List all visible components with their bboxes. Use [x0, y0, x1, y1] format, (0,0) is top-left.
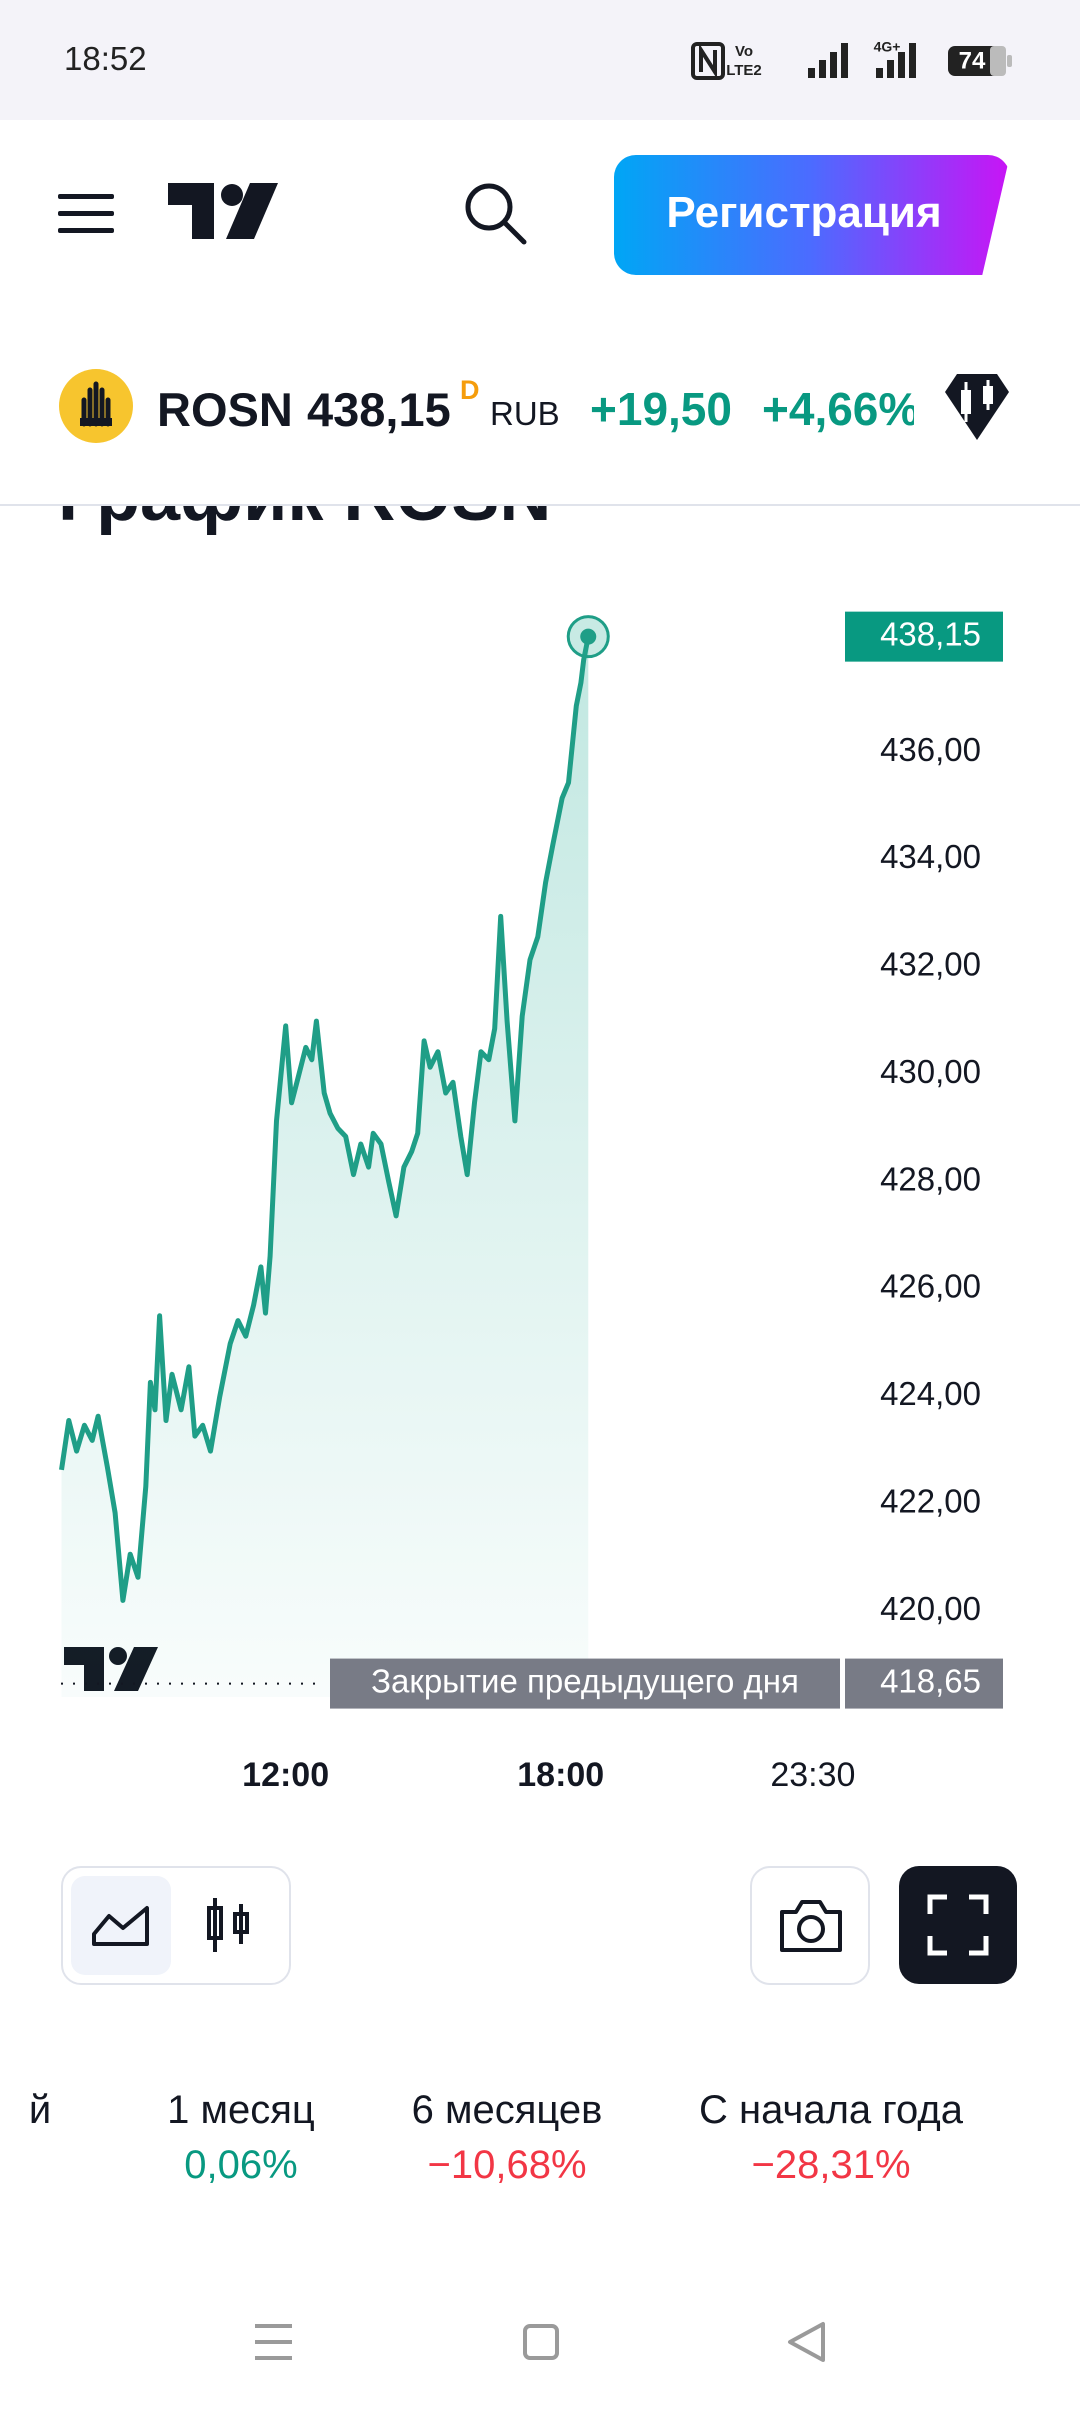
signal-bar	[819, 60, 826, 78]
last-price-tag	[845, 611, 1003, 662]
camera-icon	[780, 1900, 842, 1952]
y-tick-label: 428,00	[880, 1160, 981, 1197]
area-icon	[92, 1906, 149, 1946]
signal-bar	[887, 60, 894, 78]
network-label: 4G+	[874, 40, 901, 55]
period-label: 1 месяц	[167, 2088, 315, 2132]
battery	[990, 46, 1006, 76]
previous-close-label: 418,65	[880, 1662, 981, 1699]
rosn-logo	[59, 369, 133, 443]
ticker-bar: ROSN 438,15 D RUB +19,50 +4,66%	[0, 335, 1080, 506]
ticker-change-pct: +4,66%	[762, 383, 914, 435]
fullscreen-button[interactable]	[899, 1866, 1017, 1984]
ticker-change: +19,50	[590, 383, 732, 435]
price-chart: 420,00 422,00 424,00 426,00 428,00 430,00 432,…	[59, 611, 1003, 1794]
signal-bar	[876, 68, 883, 78]
tradingview-logo[interactable]	[168, 183, 280, 241]
y-tick-label: 420,00	[880, 1590, 981, 1627]
price-line	[59, 636, 591, 1603]
chart-type-badge[interactable]	[937, 370, 1017, 450]
signal-bar	[830, 52, 837, 78]
previous-close-caption: Закрытие предыдущего дня	[371, 1662, 799, 1699]
nav-menu[interactable]	[255, 2324, 292, 2360]
ticker-symbol: ROSN	[157, 383, 293, 436]
candle-style-button[interactable]	[203, 1896, 263, 1956]
area-style-button[interactable]	[71, 1876, 171, 1975]
signal-bar	[841, 43, 848, 78]
period-label: 6 месяцев	[411, 2088, 603, 2132]
x-tick-label: 12:00	[242, 1756, 329, 1794]
y-tick-label: 436,00	[880, 731, 981, 768]
snapshot-button[interactable]	[750, 1866, 870, 1985]
ticker-flag: D	[460, 375, 480, 405]
y-tick-label: 434,00	[880, 838, 981, 875]
ticker-currency: RUB	[490, 395, 560, 432]
nav-home[interactable]	[523, 2324, 559, 2360]
last-point	[580, 628, 597, 645]
period-change: 0,06%	[184, 2143, 298, 2187]
menu-button[interactable]	[58, 192, 118, 236]
signal-bar	[909, 43, 916, 78]
previous-close-caption-box	[330, 1658, 840, 1709]
status-bar: 18:52 Vo LTE2 4G+ 74	[0, 0, 1080, 120]
battery-level: 74	[959, 47, 986, 74]
register-label[interactable]: Регистрация	[666, 188, 942, 237]
status-time: 18:52	[64, 40, 147, 77]
period-change: −28,31%	[751, 2143, 911, 2187]
period-change: −10,68%	[427, 2143, 587, 2187]
y-tick-label: 422,00	[880, 1482, 981, 1519]
register-button[interactable]: Регистрация	[614, 155, 1010, 275]
y-tick-label: 426,00	[880, 1268, 981, 1305]
y-tick-label: 424,00	[880, 1375, 981, 1412]
chart-style-toggle	[61, 1866, 291, 1985]
nav-back[interactable]	[788, 2322, 825, 2362]
signal-bar	[898, 52, 905, 78]
nfc-icon	[699, 43, 717, 79]
battery-tip	[1007, 55, 1012, 67]
previous-close-tag	[845, 1658, 1003, 1709]
y-tick-label: 432,00	[880, 946, 981, 983]
search-button[interactable]	[462, 180, 530, 248]
top-header: Регистрация	[0, 120, 1080, 335]
navigation-bar	[255, 2322, 825, 2362]
signal-bar	[808, 68, 815, 78]
last-price-label: 438,15	[880, 615, 981, 652]
volte-label: Vo	[735, 43, 753, 60]
nfc-icon	[691, 42, 725, 80]
x-tick-label: 18:00	[517, 1756, 604, 1794]
period-label: й	[28, 2088, 52, 2132]
status-icons: Vo LTE2 4G+ 74	[691, 40, 1012, 80]
x-tick-label: 23:30	[770, 1756, 855, 1794]
period-label: С начала года	[699, 2088, 963, 2132]
y-tick-label: 430,00	[880, 1053, 981, 1090]
volte-label: LTE2	[726, 62, 762, 79]
ticker-price: 438,15	[307, 383, 451, 436]
fullscreen-icon	[927, 1894, 989, 1956]
